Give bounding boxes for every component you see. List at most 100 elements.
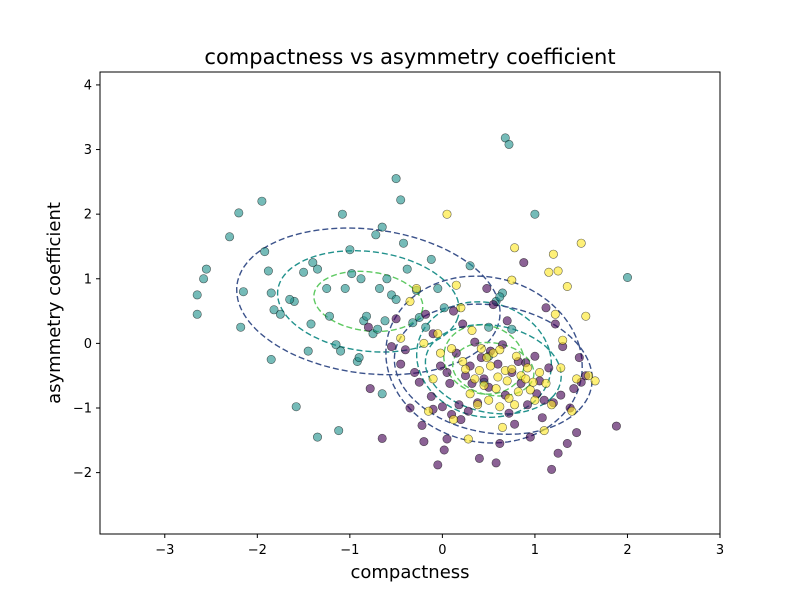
scatter-point bbox=[410, 367, 420, 377]
scatter-point bbox=[474, 365, 484, 375]
scatter-point bbox=[528, 377, 538, 387]
scatter-point bbox=[470, 374, 480, 384]
scatter-point bbox=[539, 426, 549, 436]
scatter-point bbox=[435, 348, 445, 358]
scatter-point bbox=[562, 281, 572, 291]
scatter-point bbox=[337, 209, 347, 219]
scatter-point bbox=[382, 274, 392, 284]
x-axis-label: compactness bbox=[350, 562, 469, 583]
scatter-point bbox=[439, 445, 449, 455]
scatter-point bbox=[322, 283, 332, 293]
scatter-point bbox=[458, 356, 468, 366]
scatter-point bbox=[380, 316, 390, 326]
scatter-point bbox=[491, 458, 501, 468]
y-tick-label: 1 bbox=[84, 272, 92, 287]
scatter-point bbox=[479, 380, 489, 390]
scatter-point bbox=[433, 329, 443, 339]
x-tick-label: −3 bbox=[155, 543, 174, 558]
scatter-point bbox=[454, 400, 464, 410]
scatter-point bbox=[324, 311, 334, 321]
chart-title: compactness vs asymmetry coefficient bbox=[204, 45, 615, 69]
x-axis-ticks: −3 −2 −1 0 1 2 3 bbox=[155, 534, 724, 558]
scatter-point bbox=[581, 311, 591, 321]
scatter-point bbox=[419, 437, 429, 447]
scatter-point bbox=[408, 318, 418, 328]
scatter-point bbox=[537, 413, 547, 423]
scatter-point bbox=[373, 324, 383, 334]
scatter-point bbox=[396, 359, 406, 369]
scatter-point bbox=[458, 319, 468, 329]
scatter-point bbox=[482, 353, 492, 363]
scatter-point bbox=[377, 433, 387, 443]
scatter-point bbox=[263, 266, 273, 276]
scatter-point bbox=[539, 395, 549, 405]
x-tick-label: 3 bbox=[716, 543, 724, 558]
scatter-point bbox=[456, 303, 466, 313]
scatter-point bbox=[374, 283, 384, 293]
scatter-point bbox=[419, 338, 429, 348]
scatter-point bbox=[544, 363, 554, 373]
scatter-point bbox=[423, 406, 433, 416]
scatter-point bbox=[495, 292, 505, 302]
scatter-point bbox=[530, 351, 540, 361]
scatter-point bbox=[442, 209, 452, 219]
contour-ellipses bbox=[235, 227, 593, 444]
scatter-point bbox=[567, 406, 577, 416]
scatter-point bbox=[495, 402, 505, 412]
scatter-point bbox=[522, 400, 532, 410]
contour-ellipse-outer bbox=[393, 303, 593, 436]
y-axis-ticks: −2 −1 0 1 2 3 4 bbox=[73, 78, 100, 481]
scatter-point bbox=[525, 385, 535, 395]
scatter-point bbox=[550, 319, 560, 329]
scatter-point bbox=[428, 374, 438, 384]
scatter-point bbox=[491, 384, 501, 394]
scatter-point bbox=[402, 264, 412, 274]
scatter-point bbox=[473, 400, 483, 410]
scatter-point bbox=[470, 337, 480, 347]
scatter-point bbox=[544, 267, 554, 277]
scatter-point bbox=[507, 364, 517, 374]
y-tick-label: 0 bbox=[84, 337, 92, 352]
data-points bbox=[192, 133, 632, 474]
scatter-point bbox=[484, 322, 494, 332]
scatter-point bbox=[474, 453, 484, 463]
scatter-point bbox=[448, 306, 458, 316]
scatter-point bbox=[482, 283, 492, 293]
scatter-point bbox=[238, 287, 248, 297]
scatter-point bbox=[541, 303, 551, 313]
scatter-point bbox=[465, 261, 475, 271]
scatter-point bbox=[421, 322, 431, 332]
scatter-point bbox=[493, 359, 503, 369]
scatter-point bbox=[541, 378, 551, 388]
scatter-point bbox=[260, 247, 270, 257]
scatter-point bbox=[463, 406, 473, 416]
scatter-point bbox=[363, 322, 373, 332]
scatter-point bbox=[426, 391, 436, 401]
scatter-point bbox=[398, 238, 408, 248]
scatter-point bbox=[225, 232, 235, 242]
x-tick-label: 1 bbox=[531, 543, 539, 558]
scatter-point bbox=[405, 296, 415, 306]
scatter-point bbox=[556, 363, 566, 373]
scatter-point bbox=[414, 377, 424, 387]
scatter-point bbox=[530, 395, 540, 405]
scatter-point bbox=[361, 311, 371, 321]
scatter-point bbox=[553, 266, 563, 276]
scatter-point bbox=[437, 402, 447, 412]
scatter-point bbox=[334, 426, 344, 436]
scatter-point bbox=[521, 374, 531, 384]
x-tick-label: 0 bbox=[438, 543, 446, 558]
scatter-point bbox=[345, 245, 355, 255]
scatter-point bbox=[562, 438, 572, 448]
scatter-point bbox=[192, 309, 202, 319]
scatter-point bbox=[354, 353, 364, 363]
scatter-point bbox=[331, 340, 341, 350]
y-tick-label: 2 bbox=[84, 208, 92, 223]
scatter-point bbox=[572, 428, 582, 438]
scatter-point bbox=[465, 389, 475, 399]
y-axis-label: asymmetry coefficient bbox=[44, 202, 65, 404]
scatter-point bbox=[569, 384, 579, 394]
scatter-point bbox=[257, 196, 267, 206]
scatter-point bbox=[460, 364, 470, 374]
scatter-point bbox=[507, 324, 517, 334]
